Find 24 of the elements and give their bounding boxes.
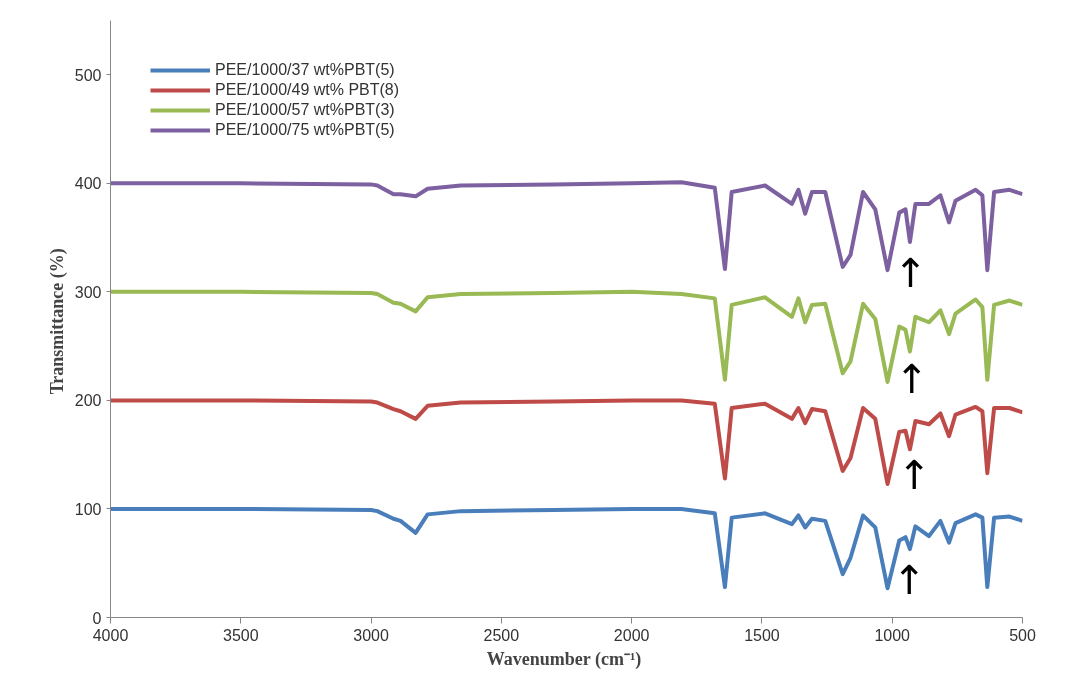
x-tick-label: 1500 bbox=[744, 626, 780, 644]
legend-label: PEE/1000/49 wt% PBT(8) bbox=[215, 81, 400, 99]
legend-label: PEE/1000/37 wt%PBT(5) bbox=[215, 61, 395, 79]
legend-label: PEE/1000/57 wt%PBT(3) bbox=[215, 101, 395, 119]
x-tick-label: 3000 bbox=[353, 626, 389, 644]
annotation: ↑ bbox=[893, 249, 928, 296]
x-tick-label: 2500 bbox=[483, 626, 520, 644]
legend-label: PEE/1000/75 wt%PBT(5) bbox=[215, 121, 395, 139]
x-tick-label: 4000 bbox=[92, 626, 129, 644]
y-tick-label: 500 bbox=[74, 66, 102, 84]
y-tick-label: 200 bbox=[74, 392, 102, 410]
x-tick-label: 3500 bbox=[222, 626, 259, 644]
x-axis-title: Wavenumber (cm⁻¹) bbox=[486, 648, 642, 670]
annotation: ↑ bbox=[897, 451, 932, 498]
y-tick-label: 0 bbox=[92, 609, 102, 627]
x-tick-label: 1000 bbox=[874, 626, 911, 644]
annotation: ↑ bbox=[895, 356, 929, 403]
annotation: ↑ bbox=[892, 557, 926, 604]
y-tick-label: 100 bbox=[74, 500, 102, 518]
y-axis-title: Transmittance (%) bbox=[46, 248, 68, 395]
x-tick-label: 2000 bbox=[613, 626, 650, 644]
x-tick-label: 500 bbox=[1009, 626, 1036, 644]
y-tick-label: 400 bbox=[74, 175, 102, 193]
y-tick-label: 300 bbox=[74, 283, 102, 301]
